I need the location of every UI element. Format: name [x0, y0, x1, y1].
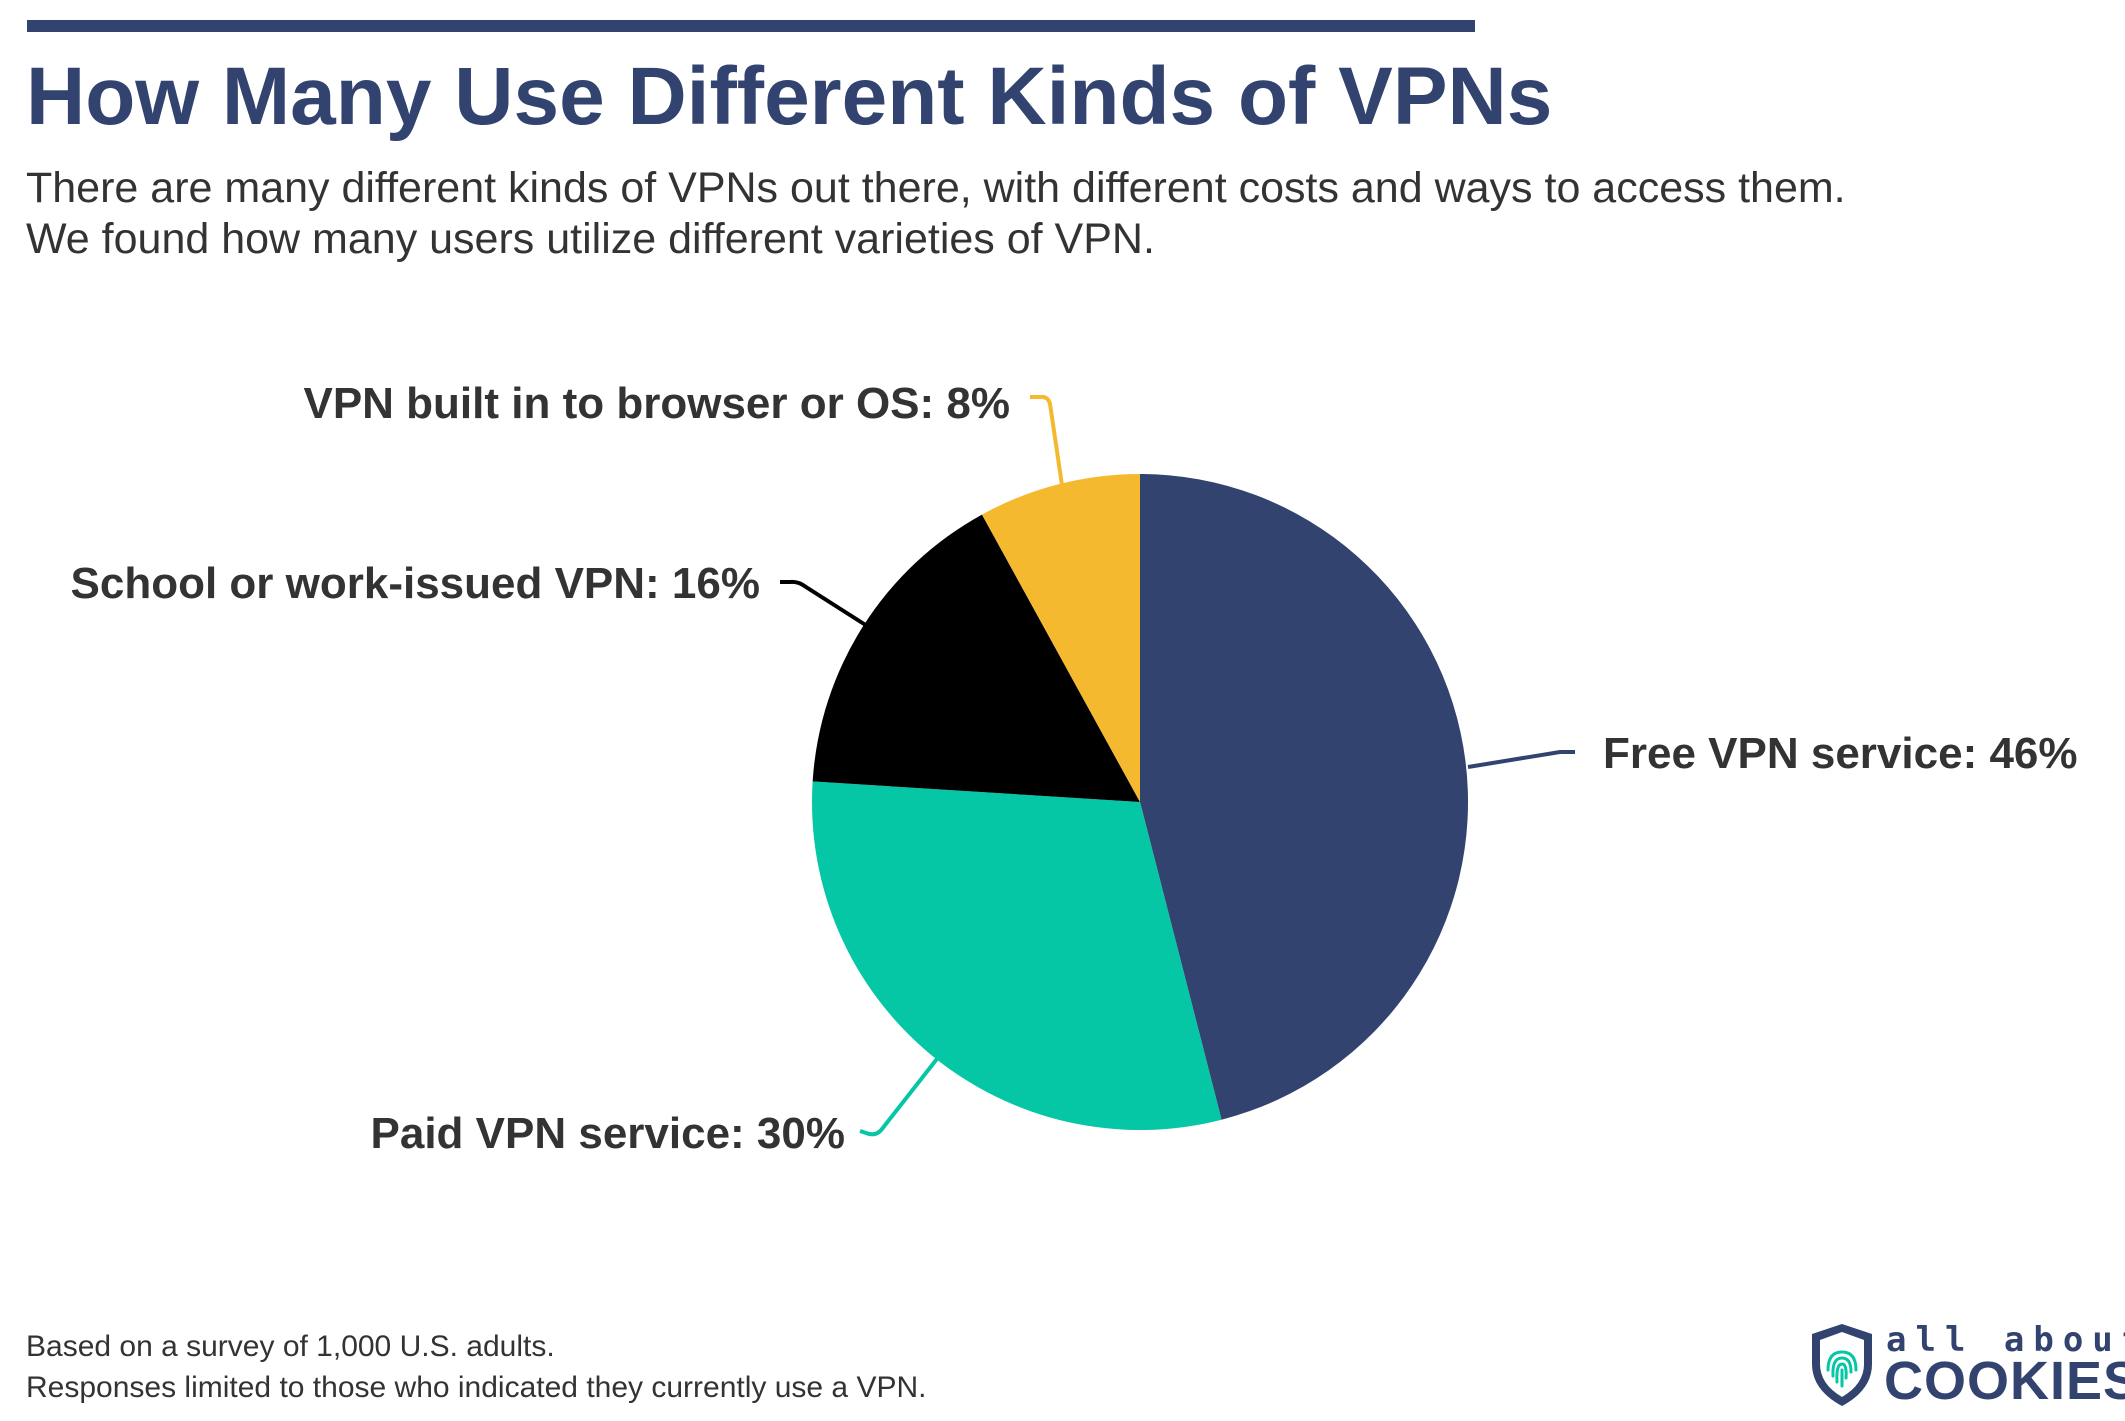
top-rule — [27, 20, 1475, 32]
slice-label-paid-vpn: Paid VPN service: 30% — [371, 1109, 845, 1158]
subtitle: There are many different kinds of VPNs o… — [26, 163, 1846, 264]
pie-slice-paid-vpn — [812, 781, 1222, 1131]
leader-line-free-vpn — [1467, 750, 1575, 769]
leader-line-builtin-vpn — [1030, 394, 1065, 493]
page-title: How Many Use Different Kinds of VPNs — [26, 51, 1553, 142]
slice-label-builtin-vpn: VPN built in to browser or OS: 8% — [303, 379, 1010, 428]
slice-label-school-vpn: School or work-issued VPN: 16% — [71, 559, 761, 608]
logo-text-bottom: COOKIES — [1884, 1351, 2125, 1411]
slice-label-free-vpn: Free VPN service: 46% — [1603, 729, 2078, 778]
pie-slice-school-vpn — [812, 514, 1140, 802]
logo-text-top: all about — [1886, 1320, 2125, 1360]
leader-line-school-vpn — [780, 579, 877, 633]
pie-slice-builtin-vpn — [981, 473, 1140, 802]
footnote-line-1: Based on a survey of 1,000 U.S. adults. — [26, 1330, 555, 1363]
subtitle-line-2: We found how many users utilize differen… — [26, 214, 1155, 263]
footnote-line-2: Responses limited to those who indicated… — [26, 1370, 927, 1404]
leader-line-paid-vpn — [859, 1053, 942, 1137]
footnote: Based on a survey of 1,000 U.S. adults. … — [26, 1327, 926, 1408]
brand-logo: all about COOKIES — [1806, 1320, 2125, 1411]
subtitle-line-1: There are many different kinds of VPNs o… — [26, 164, 1846, 212]
pie-slice-free-vpn — [1140, 474, 1469, 1120]
fingerprint-shield-icon — [1812, 1324, 1872, 1406]
